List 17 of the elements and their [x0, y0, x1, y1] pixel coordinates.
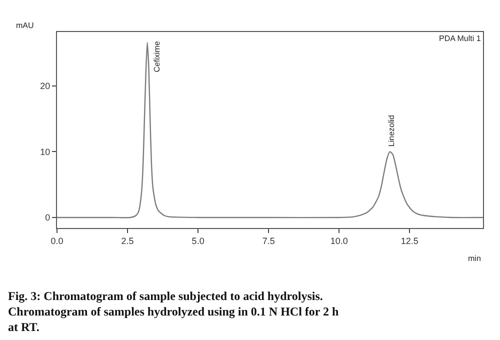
x-axis-title: min: [468, 254, 481, 263]
annotation: Cefixime: [152, 40, 162, 72]
text: Chromatogram of samples hydrolyzed using in 0.1 N HCl for 2 h at RT.: [8, 304, 340, 334]
x-tick-label: 2.5: [121, 236, 134, 246]
x-tick-label: 5.0: [192, 236, 204, 246]
y-tick-label: 10: [40, 146, 50, 157]
annotation: Linezolid: [387, 115, 396, 147]
x-tick-label: 12.5: [400, 236, 418, 246]
line-series: [57, 42, 483, 218]
caption: Fig. 3: Chromatogram of sample subjected to acid hydrolysis.: [8, 289, 323, 303]
y-tick-label: 0: [45, 212, 50, 223]
y-tick-label: 20: [40, 81, 50, 92]
y-axis-title: mAU: [16, 21, 34, 30]
x-tick-label: 0.0: [50, 236, 64, 246]
x-tick-label: 7.5: [262, 236, 275, 246]
x-tick-label: 10.0: [330, 236, 348, 246]
annotation: PDA Multi 1: [439, 34, 482, 43]
